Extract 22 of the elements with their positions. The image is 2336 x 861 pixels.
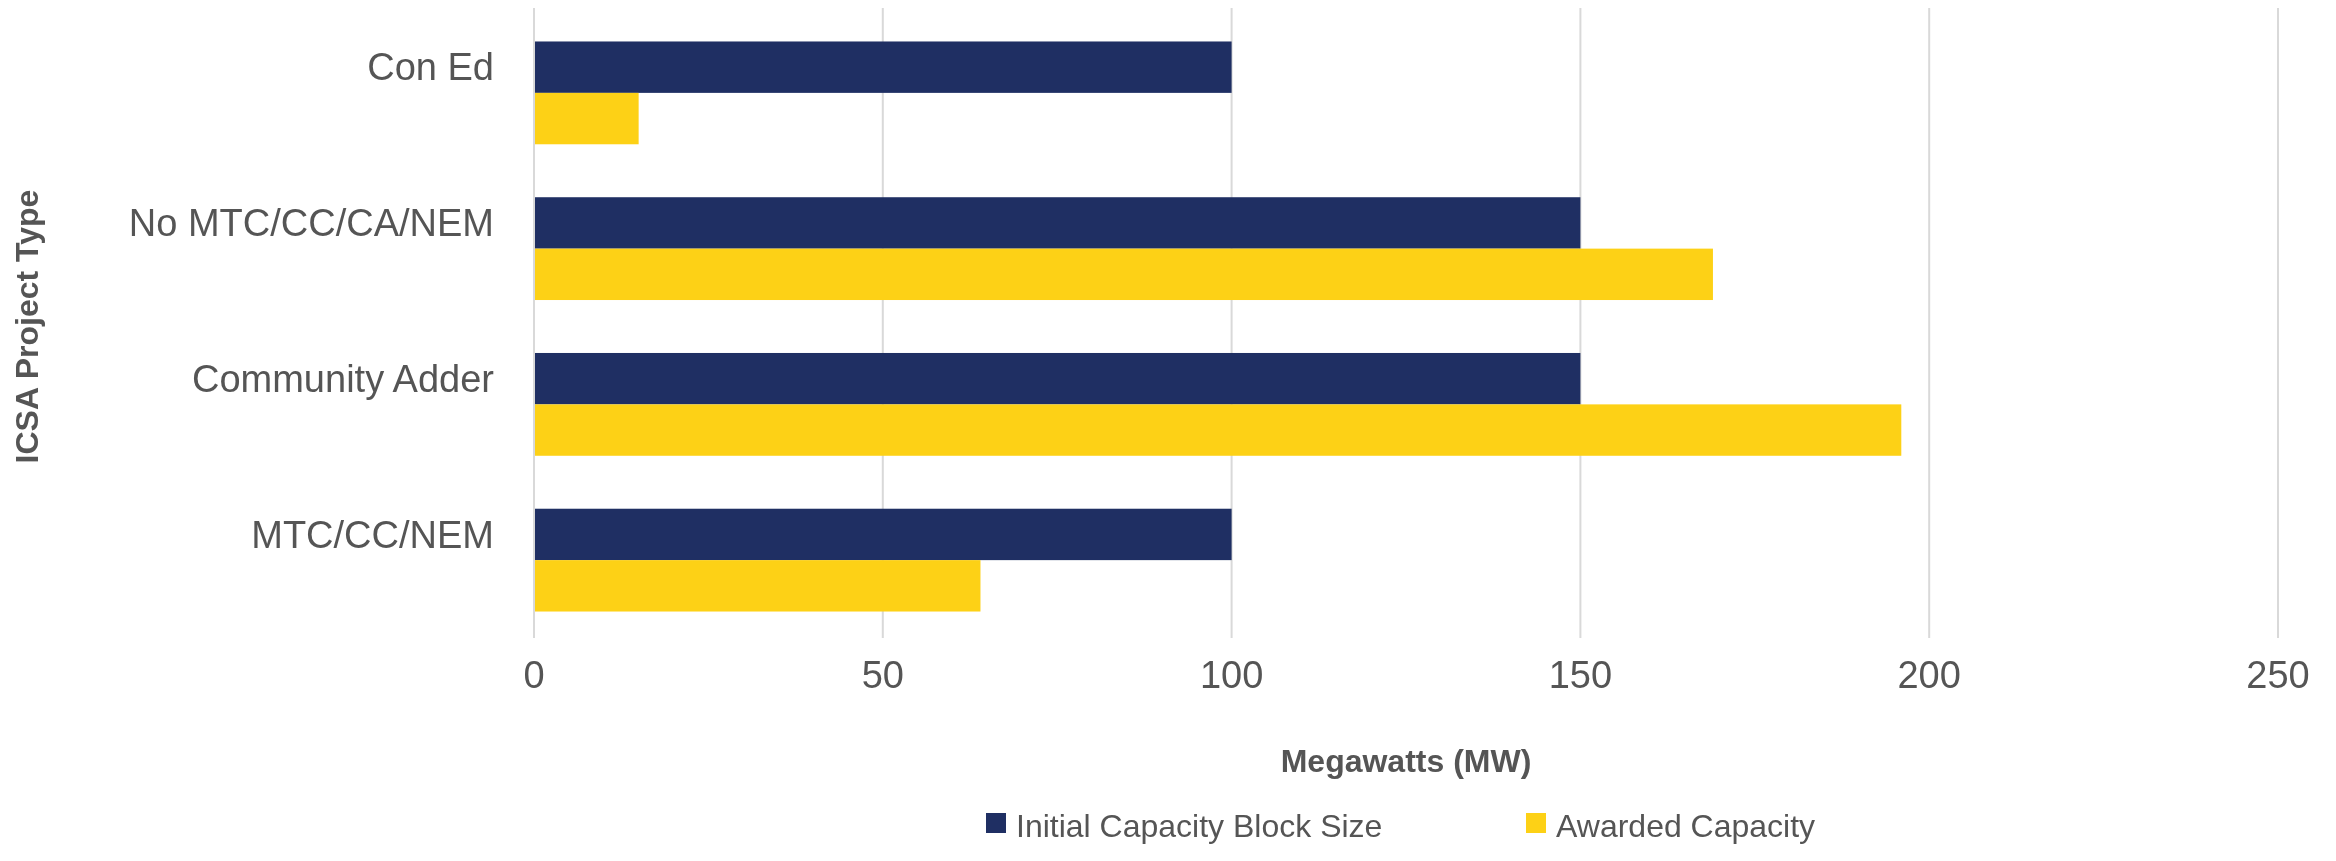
legend-label: Initial Capacity Block Size: [1016, 808, 1383, 845]
x-tick-label: 50: [861, 654, 904, 696]
bar: [534, 248, 1713, 301]
x-axis-title: Megawatts (MW): [1280, 743, 1532, 779]
legend-label: Awarded Capacity: [1556, 808, 1816, 845]
bar: [534, 41, 1232, 93]
bar: [534, 352, 1581, 405]
y-tick-label: MTC/CC/NEM: [251, 513, 494, 556]
y-axis-title: ICSA Project Type: [9, 189, 45, 464]
x-tick-label: 150: [1548, 654, 1613, 696]
bar: [534, 560, 981, 612]
bar: [534, 197, 1581, 249]
bar: [534, 404, 1902, 456]
bar: [534, 508, 1232, 561]
y-tick-label: Con Ed: [367, 46, 494, 89]
x-tick-label: 200: [1897, 654, 1961, 696]
y-tick-label: Community Adder: [191, 357, 495, 400]
bar: [534, 92, 639, 145]
x-tick-label: 0: [523, 654, 545, 696]
x-tick-label: 100: [1199, 654, 1264, 696]
y-tick-label: No MTC/CC/CA/NEM: [128, 202, 494, 245]
x-tick-label: 250: [2246, 654, 2310, 696]
